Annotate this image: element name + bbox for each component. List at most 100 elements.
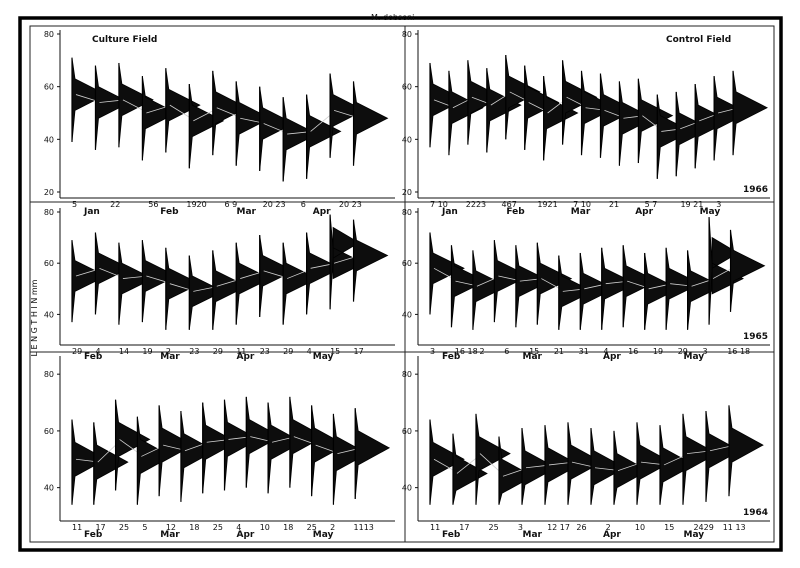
y-tick-label: 80 xyxy=(44,370,54,379)
field-heading: Culture Field xyxy=(92,35,157,45)
y-axis-label: L E N G T H I N mm xyxy=(30,279,39,356)
date-label: 17 xyxy=(459,523,469,532)
date-label: 14 xyxy=(119,347,129,356)
date-label: 25 xyxy=(119,523,129,532)
y-tick-label: 60 xyxy=(44,83,54,92)
month-label: Feb xyxy=(84,352,103,362)
date-label: 3 xyxy=(430,347,435,356)
y-tick-label: 20 xyxy=(44,188,54,197)
y-tick-label: 80 xyxy=(44,30,54,39)
month-label: Feb xyxy=(442,352,461,362)
date-label: 5 xyxy=(72,200,77,209)
date-label: 22 xyxy=(110,200,120,209)
y-tick-label: 60 xyxy=(44,427,54,436)
date-label: 12 xyxy=(166,523,176,532)
month-label: Mar xyxy=(160,352,180,362)
date-label: 15 xyxy=(330,347,340,356)
date-label: 29 xyxy=(213,347,223,356)
date-label: 4 xyxy=(95,347,100,356)
date-label: 1921 xyxy=(537,200,557,209)
y-tick-label: 40 xyxy=(402,484,412,493)
date-label: 1113 xyxy=(354,523,374,532)
date-label: 11 xyxy=(430,523,440,532)
date-label: 16 18 xyxy=(727,347,750,356)
date-label: 25 xyxy=(489,523,499,532)
date-label: 4 xyxy=(307,347,312,356)
month-label: Feb xyxy=(506,207,525,217)
date-label: 5 xyxy=(142,523,147,532)
date-label: 17 xyxy=(354,347,364,356)
year-label: 1964 xyxy=(743,508,768,518)
date-label: 3 xyxy=(702,347,707,356)
date-label: 21 xyxy=(554,347,564,356)
inner-border xyxy=(29,25,775,543)
date-label: 2 xyxy=(330,523,335,532)
y-tick-label: 40 xyxy=(44,310,54,319)
y-tick-label: 40 xyxy=(402,310,412,319)
month-label: Apr xyxy=(603,352,621,362)
date-label: 2 xyxy=(166,347,171,356)
date-label: 17 xyxy=(95,523,105,532)
figure-title: M. dobsoni xyxy=(371,13,414,22)
date-label: 7 10 xyxy=(430,200,448,209)
date-label: 12 17 xyxy=(547,523,570,532)
year-label: 1965 xyxy=(743,332,768,342)
field-heading: Control Field xyxy=(666,35,731,45)
panel-control-1964: 40 60 80 1964 11 17 25 3 12 17 26 2 10 15 2429 11 13 Fe… xyxy=(402,356,770,540)
month-label: Mar xyxy=(523,352,543,362)
date-label: 2223 xyxy=(466,200,486,209)
histogram-16-may xyxy=(708,217,745,325)
month-label: Mar xyxy=(571,207,591,217)
panel-control-1966: 20 40 60 80 Control Field 1966 7 10 2223 467 1921… xyxy=(402,30,770,217)
y-tick-label: 80 xyxy=(44,208,54,217)
date-label: 19 xyxy=(653,347,663,356)
date-label: 23 xyxy=(189,347,199,356)
date-label: 2 xyxy=(480,347,485,356)
month-label: Jan xyxy=(441,207,458,217)
date-label: 15 xyxy=(664,523,674,532)
month-label: Apr xyxy=(313,207,331,217)
date-label: 26 xyxy=(576,523,586,532)
date-label: 10 xyxy=(635,523,645,532)
month-label: May xyxy=(313,530,334,540)
date-label: 19 21 xyxy=(680,200,703,209)
panel-culture-1965: 40 60 80 29 4 14 19 2 23 29 11 23 29 4 15 17 Feb Mar Apr Ma… xyxy=(44,208,395,362)
date-label: 11 xyxy=(72,523,82,532)
date-label: 16 xyxy=(628,347,638,356)
month-label: Mar xyxy=(237,207,257,217)
y-tick-label: 60 xyxy=(44,259,54,268)
date-label: 19 xyxy=(142,347,152,356)
panel-culture-1964: 40 60 80 11 17 25 5 12 18 25 4 10 18 25 2 1113 Feb Mar Apr… xyxy=(44,356,395,540)
date-label: 4 xyxy=(603,347,608,356)
month-label: May xyxy=(700,207,721,217)
month-label: May xyxy=(684,530,705,540)
y-tick-label: 20 xyxy=(402,188,412,197)
month-label: May xyxy=(313,352,334,362)
month-label: Jan xyxy=(83,207,100,217)
outer-border xyxy=(18,16,783,552)
date-label: 11 xyxy=(236,347,246,356)
date-label: 18 xyxy=(189,523,199,532)
date-label: 15 xyxy=(529,347,539,356)
y-tick-label: 60 xyxy=(402,427,412,436)
y-tick-label: 80 xyxy=(402,208,412,217)
date-label: 29 xyxy=(72,347,82,356)
y-tick-label: 40 xyxy=(402,135,412,144)
date-label: 11 13 xyxy=(723,523,746,532)
date-label: 29 xyxy=(283,347,293,356)
date-label: 18 xyxy=(283,523,293,532)
date-label: 56 xyxy=(148,200,158,209)
date-label: 23 xyxy=(260,347,270,356)
month-label: Feb xyxy=(442,530,461,540)
date-label: 6 9 xyxy=(225,200,238,209)
date-label: 2429 xyxy=(693,523,713,532)
date-label: 16 18 xyxy=(455,347,478,356)
date-label: 5 7 xyxy=(645,200,658,209)
date-label: 467 xyxy=(502,200,517,209)
month-label: Feb xyxy=(84,530,103,540)
panel-culture-1966: 20 40 60 80 Culture Field 5 22 56 1920 6 9 20 23 6 2… xyxy=(44,30,395,217)
date-label: 2 xyxy=(606,523,611,532)
y-tick-label: 40 xyxy=(44,135,54,144)
